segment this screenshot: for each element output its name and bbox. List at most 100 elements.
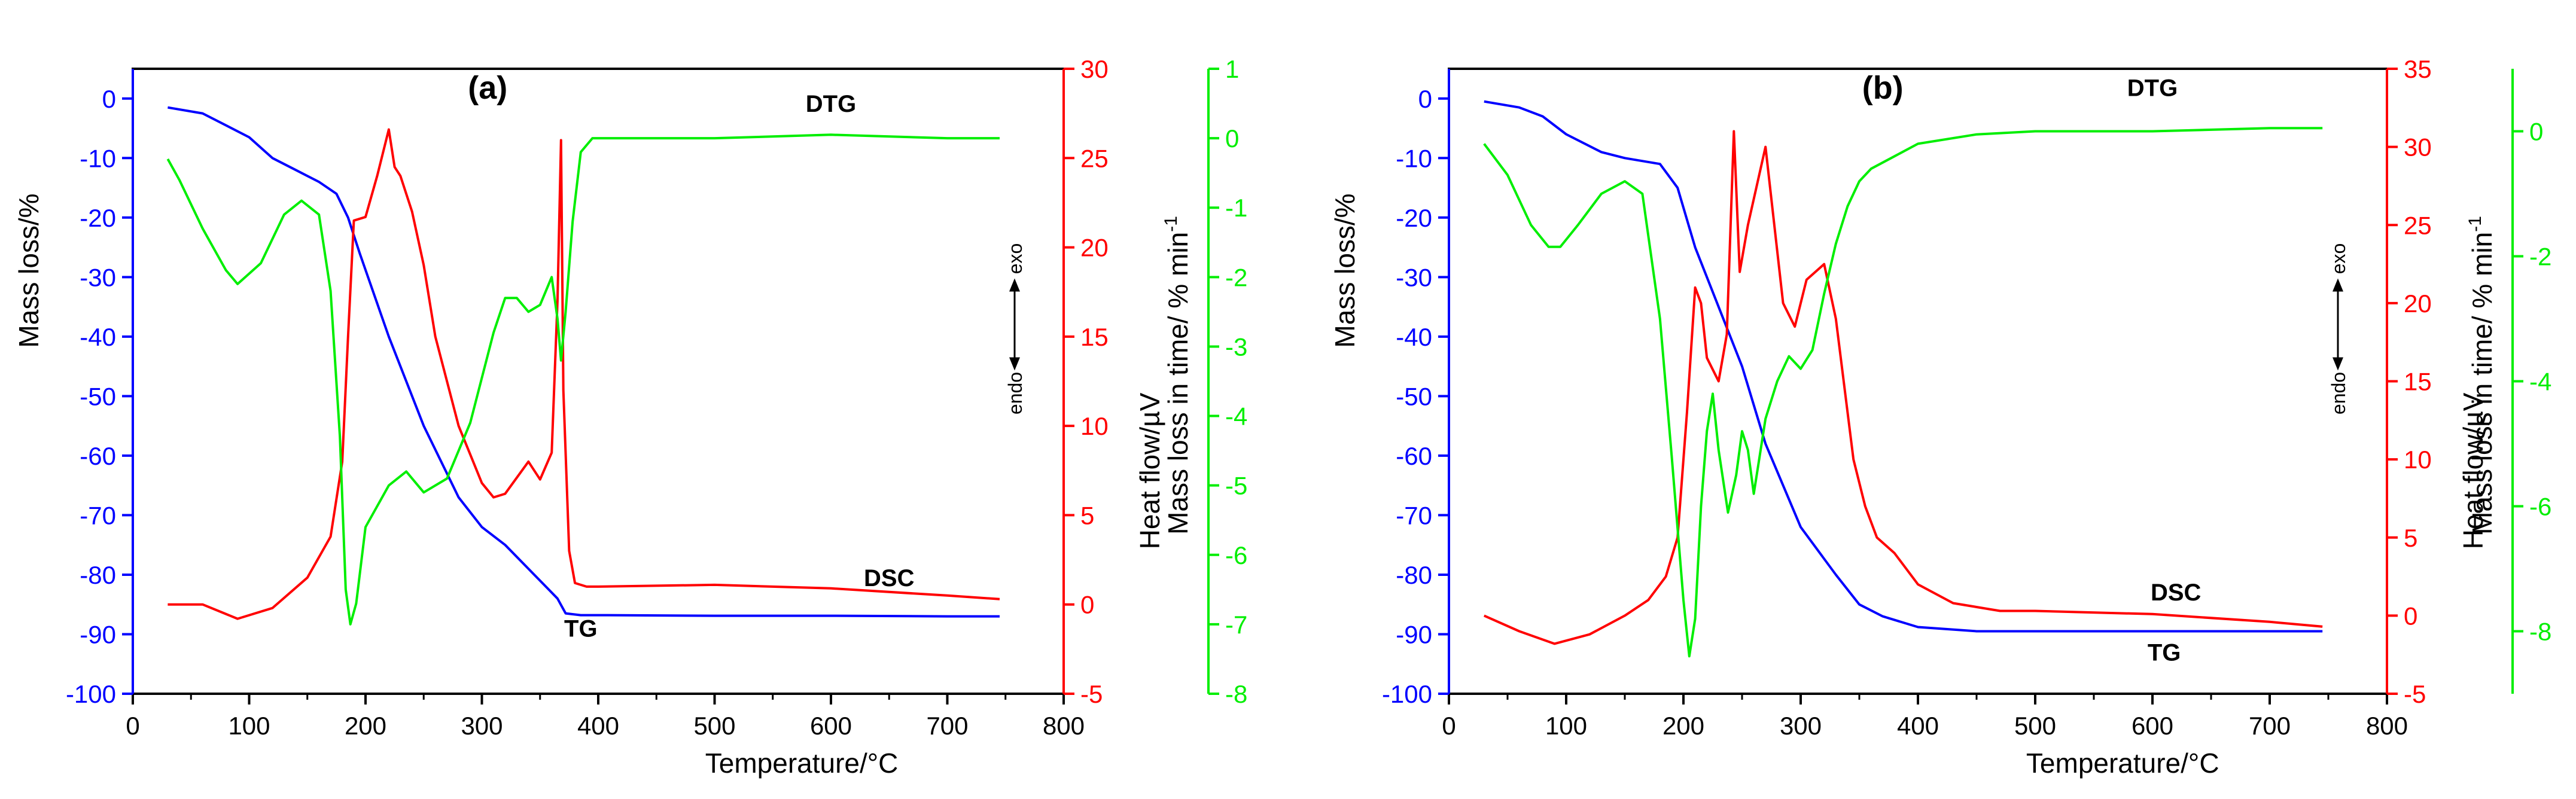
plot-frame — [132, 68, 1065, 695]
right2-axis-title-main: Mass loss in time/ % min — [1162, 232, 1193, 535]
panel-label: (a) — [468, 70, 507, 106]
right1-tick-label: 10 — [2404, 446, 2432, 474]
right2-tick-label: -6 — [2529, 493, 2551, 521]
series-dtg-label: DTG — [806, 91, 856, 117]
right2-axis-title-main: Mass loss in time/ % min — [2467, 232, 2498, 535]
x-tick-label: 800 — [2366, 712, 2408, 740]
right2-tick-label: 0 — [2529, 118, 2543, 146]
series-dtg-line — [1483, 127, 2323, 658]
right1-tick-label: 10 — [1080, 412, 1109, 440]
right1-tick-label: -5 — [1080, 680, 1103, 708]
endo-label: endo — [2328, 372, 2349, 414]
x-tick-label: 800 — [1043, 712, 1085, 740]
panel-label: (b) — [1862, 70, 1904, 106]
right1-tick-label: -5 — [2404, 680, 2426, 708]
left-tick-label: -50 — [1396, 382, 1432, 410]
plot-frame — [1448, 68, 2388, 695]
x-tick-label: 0 — [126, 712, 139, 740]
right1-tick-label: 5 — [1080, 501, 1094, 529]
left-tick-label: -30 — [80, 263, 116, 291]
exo-label: exo — [2328, 243, 2349, 275]
x-tick-label: 300 — [1780, 712, 1822, 740]
exo-label: exo — [1004, 243, 1026, 275]
right1-axis-title: Heat flow/µV — [2458, 392, 2489, 549]
series-dsc-line — [1483, 130, 2323, 645]
right1-tick-label: 30 — [1080, 55, 1109, 83]
right1-tick-label: 15 — [2404, 368, 2432, 396]
endo-arrowhead — [2333, 357, 2343, 371]
right2-tick-label: -4 — [1225, 402, 1247, 431]
left-tick-label: -30 — [1396, 263, 1432, 291]
series-tg-line — [1484, 100, 2323, 633]
left-tick-label: -20 — [80, 204, 116, 232]
right2-axis-title: Mass loss in time/ % min-1 — [1161, 216, 1193, 535]
x-tick-label: 700 — [926, 712, 968, 740]
left-tick-label: -60 — [1396, 442, 1432, 470]
right1-tick-label: 0 — [2404, 602, 2417, 630]
left-axis-title: Mass loss/% — [13, 193, 44, 347]
x-tick-label: 500 — [2014, 712, 2056, 740]
right2-tick-label: -4 — [2529, 368, 2551, 396]
right1-tick-label: 35 — [2404, 55, 2432, 83]
right1-axis-title: Heat flow/µV — [1134, 392, 1165, 549]
right2-tick-label: -8 — [2529, 618, 2551, 646]
right2-tick-label: -6 — [1225, 541, 1247, 569]
right2-tick-label: 0 — [1225, 124, 1239, 153]
series-dsc-line — [168, 128, 1000, 620]
left-tick-label: -100 — [66, 680, 116, 708]
right2-tick-label: 1 — [1225, 55, 1239, 83]
x-tick-label: 200 — [1662, 712, 1704, 740]
left-tick-label: -90 — [80, 620, 116, 648]
series-dsc-label: DSC — [864, 565, 914, 591]
left-tick-label: -60 — [80, 442, 116, 470]
series-tg-label: TG — [2148, 639, 2181, 666]
x-tick-label: 100 — [228, 712, 270, 740]
x-tick-label: 500 — [693, 712, 735, 740]
right1-tick-label: 5 — [2404, 524, 2417, 552]
x-tick-label: 700 — [2249, 712, 2291, 740]
exo-arrowhead — [1009, 278, 1020, 292]
endo-label: endo — [1004, 372, 1026, 414]
x-axis-title: Temperature/°C — [705, 748, 899, 779]
endo-arrowhead — [1009, 357, 1020, 371]
x-tick-label: 0 — [1442, 712, 1456, 740]
left-tick-label: -90 — [1396, 620, 1432, 648]
left-tick-label: -10 — [1396, 144, 1432, 172]
right2-axis-title: Mass loss in time/ % min-1 — [2465, 216, 2498, 535]
x-tick-label: 300 — [461, 712, 503, 740]
right2-axis-title-sup: -1 — [1161, 216, 1181, 232]
right2-axis-title-sup: -1 — [2465, 216, 2485, 232]
left-tick-label: 0 — [1418, 85, 1432, 113]
x-tick-label: 200 — [345, 712, 386, 740]
series-dtg-label: DTG — [2127, 75, 2178, 101]
right1-tick-label: 25 — [2404, 211, 2432, 239]
right1-tick-label: 15 — [1080, 323, 1109, 351]
left-tick-label: 0 — [102, 85, 116, 113]
x-axis-title: Temperature/°C — [2026, 748, 2219, 779]
right2-tick-label: -2 — [1225, 263, 1247, 291]
exo-arrowhead — [2333, 278, 2343, 292]
left-tick-label: -70 — [1396, 501, 1432, 529]
series-dtg-line — [166, 133, 1000, 626]
right1-tick-label: 30 — [2404, 133, 2432, 161]
left-tick-label: -40 — [80, 323, 116, 351]
left-tick-label: -70 — [80, 501, 116, 529]
right2-tick-label: -1 — [1225, 194, 1247, 222]
left-tick-label: -80 — [80, 561, 116, 589]
left-tick-label: -40 — [1396, 323, 1432, 351]
series-tg-label: TG — [564, 616, 598, 642]
panel-a: 0 100 200 300 400 500 600 700 800Temperature/°C0… — [13, 55, 1247, 779]
x-tick-label: 600 — [2132, 712, 2173, 740]
x-tick-label: 600 — [810, 712, 852, 740]
left-tick-label: -80 — [1396, 561, 1432, 589]
series-tg-line — [168, 106, 1000, 618]
right2-tick-label: -3 — [1225, 333, 1247, 361]
right1-tick-label: 0 — [1080, 591, 1094, 619]
panel-b: 0 100 200 300 400 500 600 700 800Temperature/°C0… — [1329, 55, 2551, 779]
left-tick-label: -10 — [80, 144, 116, 172]
left-tick-label: -20 — [1396, 204, 1432, 232]
right1-tick-label: 25 — [1080, 144, 1109, 172]
left-tick-label: -50 — [80, 382, 116, 410]
x-tick-label: 400 — [1897, 712, 1939, 740]
